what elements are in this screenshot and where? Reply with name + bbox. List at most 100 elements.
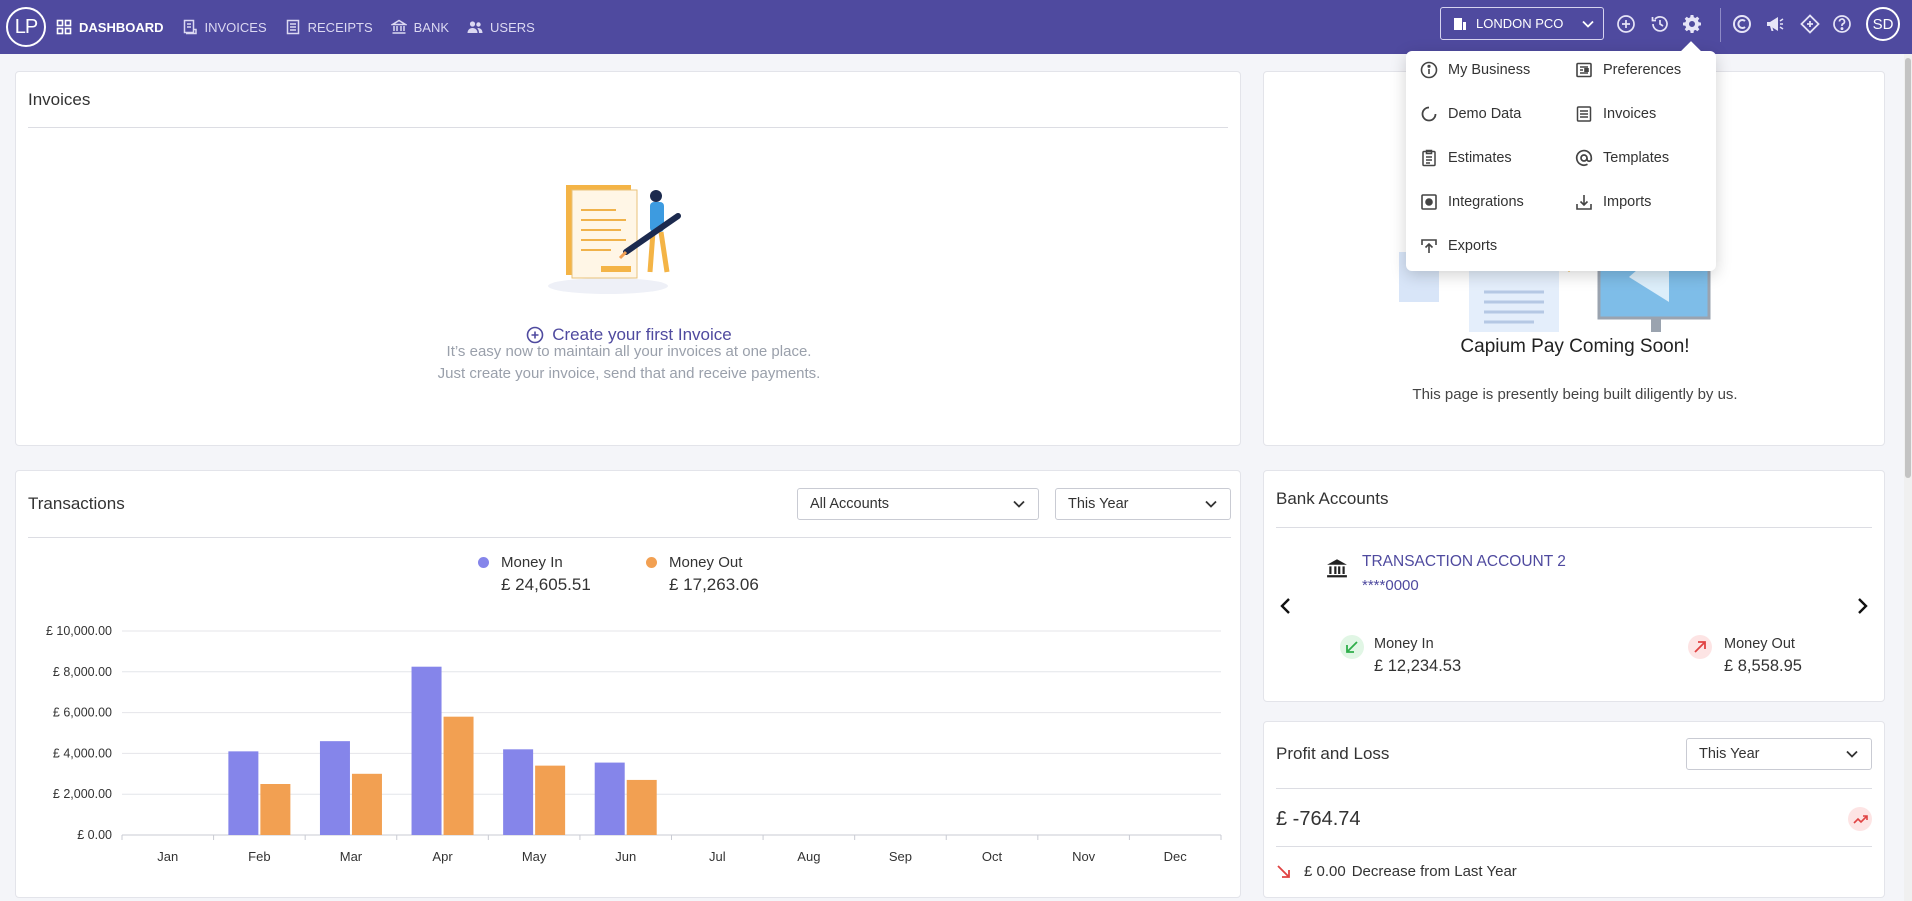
capium-pay-subtitle: This page is presently being built dilig…	[1412, 386, 1738, 403]
divider	[1276, 527, 1872, 528]
nav-bank-label: BANK	[413, 19, 450, 35]
menu-imports[interactable]: Imports	[1575, 193, 1651, 211]
bar-money-in	[228, 751, 259, 835]
menu-exports[interactable]: Exports	[1420, 237, 1497, 255]
add-icon[interactable]	[1615, 13, 1637, 35]
y-tick-label: £ 4,000.00	[53, 746, 112, 760]
top-navbar: LP DASHBOARD INVOICES RECEIPTS BANK USER…	[0, 0, 1912, 54]
y-tick-label: £ 0.00	[77, 828, 112, 842]
trend-up-icon	[1848, 807, 1872, 831]
profit-loss-title: Profit and Loss	[1276, 744, 1390, 763]
menu-estimates[interactable]: Estimates	[1420, 149, 1512, 167]
divider	[28, 537, 1231, 538]
nav-dashboard-label: DASHBOARD	[79, 19, 164, 35]
capium-pay-title: Capium Pay Coming Soon!	[1460, 336, 1690, 357]
users-icon	[467, 21, 483, 33]
nav-bank[interactable]: BANK	[390, 19, 450, 35]
gear-icon[interactable]	[1681, 13, 1703, 35]
nav-users-label: USERS	[490, 19, 535, 35]
account-filter-select[interactable]: All Accounts	[797, 488, 1039, 520]
pnl-period-select[interactable]: This Year	[1686, 738, 1872, 770]
settings-menu: My Business Demo Data Estimates Integrat…	[1406, 51, 1716, 271]
diamond-icon[interactable]	[1799, 13, 1821, 35]
chevron-down-icon	[1582, 20, 1594, 28]
user-avatar[interactable]: SD	[1866, 7, 1900, 41]
nav-users[interactable]: USERS	[467, 19, 535, 35]
nav-receipts[interactable]: RECEIPTS	[285, 19, 373, 35]
menu-templates[interactable]: Templates	[1575, 149, 1669, 167]
bank-account-name[interactable]: TRANSACTION ACCOUNT 2	[1362, 553, 1566, 570]
building-icon	[1454, 17, 1466, 30]
arrow-down-left-icon	[1340, 635, 1364, 659]
period-filter-select[interactable]: This Year	[1055, 488, 1231, 520]
divider	[28, 127, 1228, 128]
create-invoice-link[interactable]: Create your first Invoice	[16, 325, 1242, 345]
bar-money-in	[503, 749, 534, 835]
export-icon	[1421, 239, 1437, 253]
invoices-card: Invoices Create your first Invoice It’s …	[15, 71, 1241, 446]
menu-integrations[interactable]: Integrations	[1420, 193, 1524, 211]
nav-invoices-label: INVOICES	[204, 19, 267, 35]
menu-demo-data-label: Demo Data	[1448, 106, 1522, 122]
company-selector[interactable]: LONDON PCO	[1440, 7, 1604, 40]
import-icon	[1576, 195, 1592, 210]
invoice-illustration	[548, 185, 681, 294]
x-tick-label: Apr	[432, 849, 453, 864]
scrollbar-thumb[interactable]	[1905, 58, 1911, 478]
capium-icon[interactable]	[1731, 13, 1753, 35]
history-icon[interactable]	[1649, 13, 1671, 35]
bar-money-out	[626, 779, 657, 835]
bar-money-out	[260, 784, 291, 835]
x-tick-label: Oct	[982, 849, 1003, 864]
refresh-icon	[1421, 106, 1437, 122]
nav-dashboard[interactable]: DASHBOARD	[56, 19, 164, 35]
x-tick-label: Sep	[889, 849, 912, 864]
bank-money-out-label: Money Out	[1724, 636, 1795, 652]
create-invoice-label: Create your first Invoice	[552, 325, 732, 344]
menu-invoices[interactable]: Invoices	[1575, 105, 1656, 123]
app-logo[interactable]: LP	[6, 7, 46, 47]
page-scrollbar[interactable]	[1904, 54, 1912, 901]
menu-demo-data[interactable]: Demo Data	[1420, 105, 1521, 123]
bar-money-out	[535, 765, 566, 835]
invoices-subtext-2: Just create your invoice, send that and …	[437, 365, 821, 382]
transactions-title: Transactions	[28, 494, 125, 513]
menu-exports-label: Exports	[1448, 238, 1498, 254]
profit-loss-card: Profit and Loss This Year £ -764.74 £ 0.…	[1263, 721, 1885, 898]
nav-invoices[interactable]: INVOICES	[182, 19, 267, 35]
legend-money-in-label: Money In	[501, 554, 563, 571]
legend-money-in[interactable]: Money In £ 24,605.51	[478, 554, 591, 595]
legend-money-out-value: £ 17,263.06	[669, 575, 759, 594]
main-nav: DASHBOARD INVOICES RECEIPTS BANK USERS	[56, 0, 535, 54]
legend-money-in-value: £ 24,605.51	[501, 575, 591, 594]
x-tick-label: Jan	[157, 849, 178, 864]
pnl-period-value: This Year	[1699, 746, 1760, 762]
x-tick-label: Feb	[248, 849, 270, 864]
chevron-right-icon[interactable]	[1852, 596, 1872, 616]
help-icon[interactable]	[1831, 13, 1853, 35]
menu-integrations-label: Integrations	[1448, 194, 1524, 210]
bank-accounts-title: Bank Accounts	[1276, 489, 1389, 508]
company-name: LONDON PCO	[1476, 16, 1564, 31]
y-tick-label: £ 8,000.00	[53, 665, 112, 679]
bar-money-in	[594, 762, 625, 835]
invoices-subtext-1: It’s easy now to maintain all your invoi…	[446, 343, 812, 360]
period-filter-value: This Year	[1068, 496, 1129, 512]
pnl-change-value: £ 0.00	[1304, 863, 1346, 880]
preferences-icon	[1576, 62, 1592, 78]
chevron-down-icon	[1846, 750, 1858, 758]
chevron-left-icon[interactable]	[1276, 596, 1296, 616]
x-tick-label: Dec	[1164, 849, 1188, 864]
divider	[1276, 788, 1872, 789]
list-icon	[1576, 106, 1592, 122]
menu-preferences-label: Preferences	[1603, 62, 1682, 78]
bank-account-number: ****0000	[1362, 577, 1419, 594]
legend-money-out[interactable]: Money Out £ 17,263.06	[646, 554, 759, 595]
menu-my-business[interactable]: My Business	[1420, 61, 1530, 79]
x-tick-label: Mar	[340, 849, 363, 864]
chevron-down-icon	[1205, 500, 1217, 508]
megaphone-icon[interactable]	[1764, 13, 1786, 35]
y-tick-label: £ 6,000.00	[53, 706, 112, 720]
bar-money-in	[411, 666, 442, 835]
menu-preferences[interactable]: Preferences	[1575, 61, 1681, 79]
